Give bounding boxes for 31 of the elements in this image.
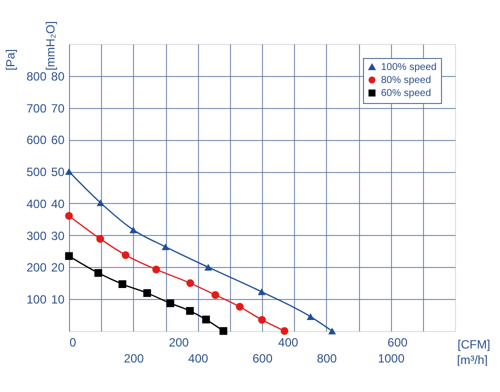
y-tick-label: 800 <box>26 69 47 84</box>
legend-label: 60% speed <box>381 88 432 99</box>
y2-tick-label: 30 <box>51 228 65 243</box>
y-tick-label: 400 <box>26 196 47 211</box>
x2-axis-title: [CFM] <box>458 338 490 352</box>
y-tick-label: 700 <box>26 101 47 116</box>
x-tick-label: 600 <box>252 352 273 366</box>
y2-tick-label: 50 <box>51 165 65 180</box>
x2-tick-label: 400 <box>278 336 299 350</box>
legend-label: 80% speed <box>381 75 432 86</box>
y2-tick-label: 80 <box>51 69 65 84</box>
x2-tick-label: 600 <box>388 336 408 350</box>
y-tick-label: 100 <box>26 292 47 307</box>
y2-tick-label: 40 <box>51 196 65 211</box>
y-tick-label: 500 <box>26 165 47 180</box>
y2-tick-label: 60 <box>51 133 65 148</box>
y-tick-label: 600 <box>26 133 47 148</box>
x2-tick-label: 200 <box>168 336 190 350</box>
y-tick-label: 200 <box>26 260 47 275</box>
y2-axis-title: [mmH₂O] <box>44 21 58 70</box>
legend-label: 100% speed <box>381 62 437 73</box>
y-axis-title: [Pa] <box>4 49 18 70</box>
y2-tick-label: 70 <box>51 101 65 116</box>
x-tick-label: 800 <box>316 352 338 366</box>
x-tick-label: 1000 <box>378 352 405 366</box>
x-tick-label: 400 <box>188 352 208 366</box>
y2-tick-label: 20 <box>51 260 65 275</box>
y2-tick-label: 10 <box>51 292 65 307</box>
y-tick-label: 300 <box>26 228 47 243</box>
x2-tick-label: 0 <box>70 336 76 350</box>
x-tick-label: 200 <box>124 352 144 366</box>
